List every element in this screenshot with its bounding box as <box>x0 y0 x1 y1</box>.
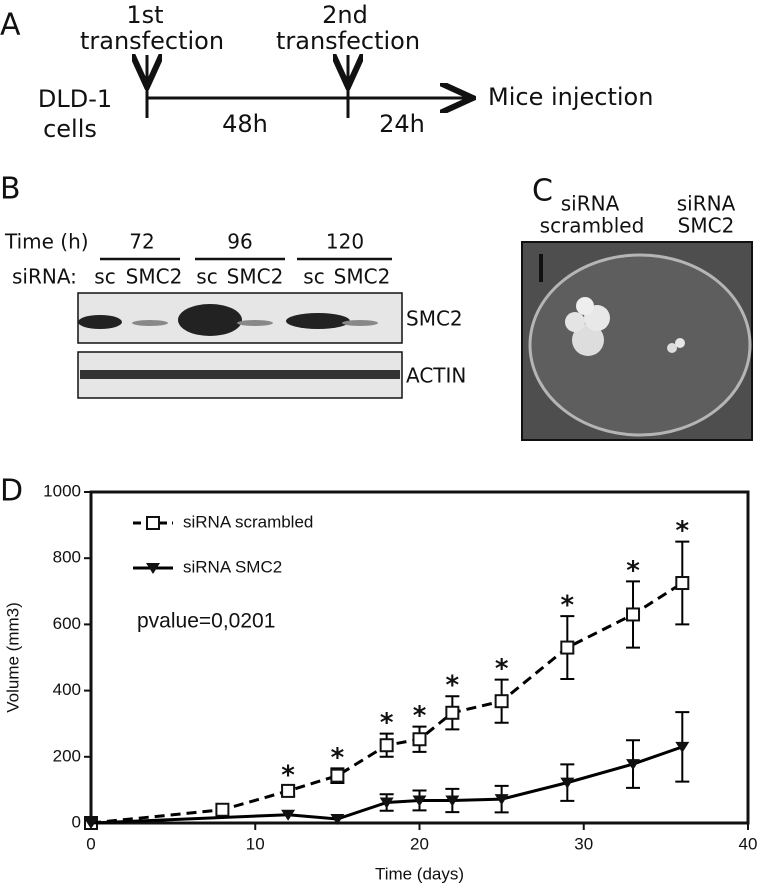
data-point <box>379 797 394 809</box>
data-point <box>494 794 509 806</box>
lane-label: sc <box>94 265 115 289</box>
blot <box>77 292 403 399</box>
plot-frame <box>89 490 750 825</box>
panel-label: A <box>0 8 21 43</box>
significance-star: * <box>675 516 689 546</box>
data-point <box>626 607 641 622</box>
significance-star: * <box>495 654 509 684</box>
interval-label: 48h <box>222 110 268 138</box>
step-label: transfection <box>276 27 420 55</box>
step-label: transfection <box>80 27 224 55</box>
data-point <box>330 768 345 783</box>
cells-label: cells <box>43 115 97 143</box>
data-point <box>281 809 296 821</box>
blot-label: ACTIN <box>406 364 466 388</box>
data-point <box>281 783 296 798</box>
blot-label: SMC2 <box>406 307 463 331</box>
data-point <box>675 741 690 753</box>
significance-star: * <box>413 701 427 731</box>
step-label: 2nd <box>322 1 368 29</box>
significance-star: * <box>626 556 640 586</box>
data-point <box>675 576 690 591</box>
end-label: Mice injection <box>488 83 653 111</box>
x-tick-label: 30 <box>574 834 593 853</box>
time-value: 120 <box>326 230 364 254</box>
data-point <box>626 759 641 771</box>
panel-label: B <box>0 172 21 207</box>
group-label: siRNA <box>561 192 620 216</box>
group-label: SMC2 <box>678 214 735 238</box>
interval-label: 24h <box>379 110 425 138</box>
x-tick-label: 20 <box>410 834 429 853</box>
data-point <box>379 738 394 753</box>
data-point <box>412 795 427 807</box>
y-tick-label: 800 <box>53 548 81 567</box>
cells-label: DLD-1 <box>38 85 112 113</box>
lane-label: sc <box>303 265 324 289</box>
data-point <box>560 777 575 789</box>
y-tick-label: 600 <box>53 614 81 633</box>
y-tick-label: 0 <box>72 812 81 831</box>
y-axis-label: Volume (mm3) <box>3 602 22 713</box>
data-point <box>494 694 509 709</box>
significance-star: * <box>446 671 460 701</box>
data-point <box>330 814 345 826</box>
group-label: siRNA <box>677 192 736 216</box>
panel-label: C <box>532 174 553 209</box>
group-label: scrambled <box>540 214 645 238</box>
data-point <box>445 705 460 720</box>
annotation: pvalue=0,0201 <box>137 610 275 633</box>
x-tick-label: 40 <box>739 834 758 853</box>
lane-label: sc <box>196 265 217 289</box>
legend-label: siRNA scrambled <box>183 512 313 531</box>
series-line <box>90 745 683 825</box>
data-point <box>215 802 230 817</box>
x-axis-label: Time (days) <box>375 864 464 883</box>
step-label: 1st <box>126 1 163 29</box>
data-point <box>560 640 575 655</box>
time-value: 96 <box>227 230 252 254</box>
sirna-label: siRNA: <box>12 265 77 289</box>
y-tick-label: 400 <box>53 680 81 699</box>
significance-star: * <box>331 743 345 773</box>
legend-marker <box>146 516 160 530</box>
x-tick-label: 0 <box>86 834 95 853</box>
time-label: Time (h) <box>4 230 89 254</box>
data-point <box>412 732 427 747</box>
data-point <box>84 818 98 829</box>
timeline <box>147 55 470 118</box>
y-tick-label: 1000 <box>43 481 81 500</box>
x-tick-label: 10 <box>246 834 265 853</box>
data-point <box>445 795 460 807</box>
significance-star: * <box>281 760 295 790</box>
legend-label: siRNA SMC2 <box>183 557 282 576</box>
legend-marker <box>146 563 160 574</box>
lane-label: SMC2 <box>227 265 284 289</box>
time-value: 72 <box>129 230 154 254</box>
panel-label: D <box>0 474 23 509</box>
y-tick-label: 200 <box>53 746 81 765</box>
significance-star: * <box>380 708 394 738</box>
lane-label: SMC2 <box>126 265 183 289</box>
lane-label: SMC2 <box>334 265 391 289</box>
significance-star: * <box>561 591 575 621</box>
tumor-photo <box>521 241 753 441</box>
